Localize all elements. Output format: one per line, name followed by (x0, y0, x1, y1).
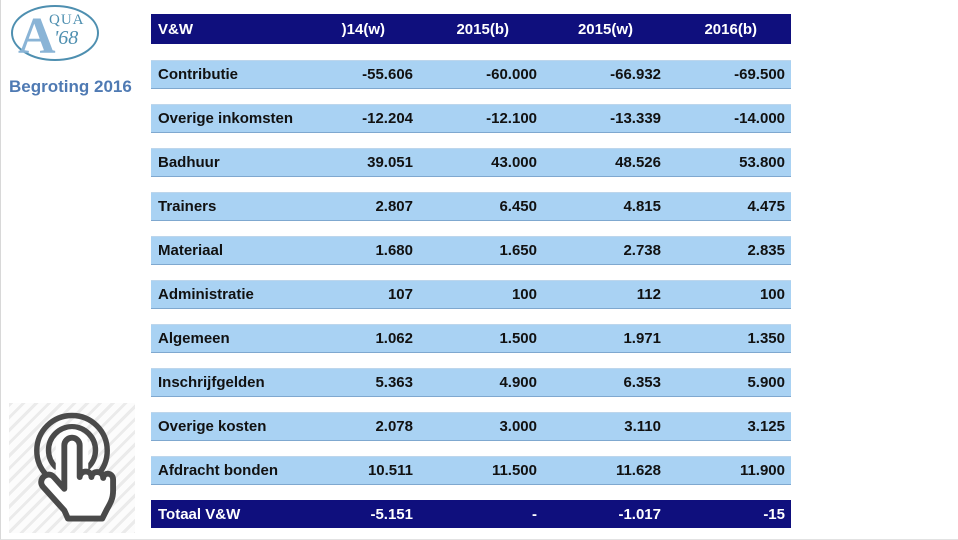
header-col-2016b: 2016(b) (704, 20, 757, 38)
row-value: 100 (511, 286, 537, 303)
row-value: 1.971 (623, 330, 661, 347)
row-label: Contributie (158, 66, 238, 83)
row-value: -12.204 (362, 110, 413, 127)
row-value: 11.500 (491, 462, 537, 479)
table-header-row: V&W )14(w) 2015(b) 2015(w) 2016(b) (151, 14, 791, 44)
row-value: 48.526 (615, 154, 661, 171)
row-value: -14.000 (734, 110, 785, 127)
table-row: Materiaal 1.680 1.650 2.738 2.835 (151, 236, 791, 265)
table-row: Overige inkomsten -12.204 -12.100 -13.33… (151, 104, 791, 133)
table-body: Contributie -55.606 -60.000 -66.932 -69.… (151, 60, 791, 485)
tap-hand (38, 434, 117, 522)
row-value: 2.807 (375, 198, 413, 215)
row-value: 1.350 (747, 330, 785, 347)
row-label: Overige kosten (158, 418, 267, 435)
table-row: Afdracht bonden 10.511 11.500 11.628 11.… (151, 456, 791, 485)
tap-ripple-inner (45, 423, 99, 470)
tap-icon-area[interactable] (9, 403, 135, 533)
row-label: Overige inkomsten (158, 110, 294, 127)
row-value: 1.650 (499, 242, 537, 259)
row-value: 3.110 (624, 418, 661, 435)
row-value: 1.680 (375, 242, 413, 259)
row-value: 39.051 (367, 154, 413, 171)
row-value: 107 (387, 286, 413, 303)
tap-ripple-outer (34, 412, 110, 478)
row-value: 4.475 (747, 198, 785, 215)
table-total-row: Totaal V&W -5.151 - -1.017 -15 (151, 500, 791, 528)
logo-year-68: '68 (54, 27, 78, 49)
row-label: Trainers (158, 198, 217, 215)
aqua68-logo: A QUA '68 (11, 5, 99, 65)
table-row: Badhuur 39.051 43.000 48.526 53.800 (151, 148, 791, 177)
row-label: Afdracht bonden (158, 462, 278, 479)
row-value: -69.500 (734, 66, 785, 83)
tap-gesture-icon (34, 412, 117, 522)
row-value: -55.606 (362, 66, 413, 83)
header-col-2014w: )14(w) (341, 20, 385, 38)
row-value: 11.628 (615, 462, 661, 479)
table-row: Trainers 2.807 6.450 4.815 4.475 (151, 192, 791, 221)
row-value: -60.000 (486, 66, 537, 83)
row-value: 4.815 (623, 198, 661, 215)
row-value: 1.500 (499, 330, 537, 347)
row-value: -66.932 (610, 66, 661, 83)
row-value: 53.800 (739, 154, 785, 171)
row-value: 112 (636, 286, 661, 303)
row-value: 1.062 (375, 330, 413, 347)
row-value: 3.125 (747, 418, 785, 435)
row-label: Algemeen (158, 330, 230, 347)
row-value: 6.450 (499, 198, 537, 215)
row-value: 11.900 (739, 462, 785, 479)
total-value: -15 (763, 505, 785, 523)
table-row: Contributie -55.606 -60.000 -66.932 -69.… (151, 60, 791, 89)
row-value: 2.835 (747, 242, 785, 259)
row-value: 100 (759, 286, 785, 303)
table-row: Administratie 107 100 112 100 (151, 280, 791, 309)
page-title: Begroting 2016 (9, 77, 132, 96)
total-label: Totaal V&W (158, 505, 241, 523)
header-col-2015b: 2015(b) (456, 20, 509, 38)
row-value: 5.363 (375, 374, 413, 391)
total-value: -5.151 (370, 505, 413, 523)
table-row: Overige kosten 2.078 3.000 3.110 3.125 (151, 412, 791, 441)
row-value: -13.339 (610, 110, 661, 127)
row-value: 6.353 (623, 374, 661, 391)
table-row: Inschrijfgelden 5.363 4.900 6.353 5.900 (151, 368, 791, 397)
logo-word-qua: QUA (49, 12, 85, 28)
row-value: 10.511 (367, 462, 413, 479)
table-row: Algemeen 1.062 1.500 1.971 1.350 (151, 324, 791, 353)
row-value: 2.078 (375, 418, 413, 435)
logo-ellipse (11, 5, 99, 61)
budget-table: V&W )14(w) 2015(b) 2015(w) 2016(b) Contr… (151, 14, 791, 528)
total-value: - (532, 505, 537, 523)
row-label: Materiaal (158, 242, 224, 259)
header-label-vw: V&W (158, 20, 193, 38)
row-label: Inschrijfgelden (158, 374, 265, 391)
logo-letter-a: A (18, 8, 56, 65)
total-value: -1.017 (618, 505, 661, 523)
row-label: Administratie (158, 286, 254, 303)
row-value: 43.000 (491, 154, 537, 171)
row-label: Badhuur (158, 154, 220, 171)
row-value: 3.000 (499, 418, 537, 435)
row-value: 5.900 (747, 374, 785, 391)
row-value: 2.738 (623, 242, 661, 259)
header-col-2015w: 2015(w) (577, 20, 633, 38)
row-value: 4.900 (499, 374, 537, 391)
row-value: -12.100 (486, 110, 537, 127)
